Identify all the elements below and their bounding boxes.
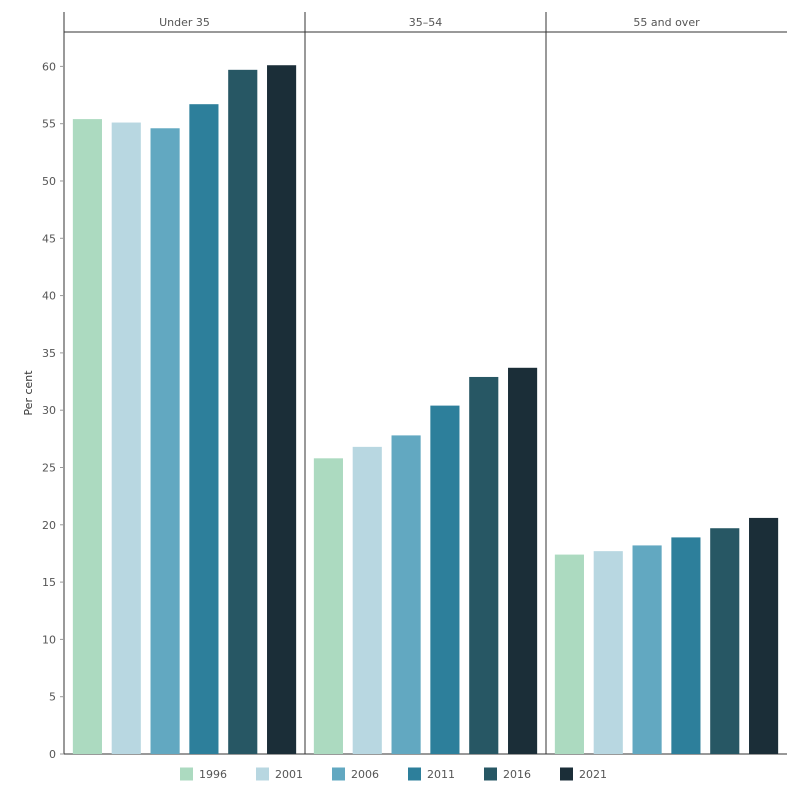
panel-headers: Under 35 35–54 55 and over	[159, 16, 700, 29]
y-tick-label-0: 0	[49, 748, 56, 761]
y-tick-label-15: 15	[42, 576, 56, 589]
legend-item-2006: 2006	[332, 767, 379, 781]
y-tick-label-55: 55	[42, 118, 56, 131]
bar-under-35-2016[interactable]: Under 35 2016: 59.7	[228, 69, 258, 754]
bar-55-and-over-2006[interactable]: 55 and over 2006: 18.2	[632, 545, 662, 754]
y-tick-label-25: 25	[42, 461, 56, 474]
bar-under-35-2021[interactable]: Under 35 2021: 60.1	[267, 65, 297, 755]
bar-35-54-2011[interactable]: 35–54 2011: 30.4	[430, 405, 460, 754]
bar-under-35-2011[interactable]: Under 35 2011: 56.7	[189, 104, 219, 754]
y-axis: 0 5 10 15 20 25 30 35 40 45 50 55 60	[42, 60, 64, 761]
legend-swatch	[484, 767, 497, 781]
bar-55-and-over-2001[interactable]: 55 and over 2001: 17.7	[593, 551, 623, 754]
bar-35-54-2016[interactable]: 35–54 2016: 32.9	[469, 376, 499, 754]
legend-swatch	[256, 767, 269, 781]
bar-35-54-2001[interactable]: 35–54 2001: 26.8	[352, 446, 382, 754]
y-tick-label-35: 35	[42, 347, 56, 360]
legend-label: 2011	[427, 768, 455, 781]
bar-35-54-2006[interactable]: 35–54 2006: 27.8	[391, 435, 421, 754]
legend-label: 1996	[199, 768, 227, 781]
y-tick-label-50: 50	[42, 175, 56, 188]
bar-under-35-1996[interactable]: Under 35 1996: 55.4	[72, 119, 102, 755]
panel-label-55-and-over: 55 and over	[633, 16, 700, 29]
legend-label: 2021	[579, 768, 607, 781]
bar-55-and-over-2016[interactable]: 55 and over 2016: 19.7	[710, 528, 740, 754]
legend-item-2001: 2001	[256, 767, 303, 781]
legend-item-2011: 2011	[408, 767, 455, 781]
y-tick-label-20: 20	[42, 519, 56, 532]
legend: 1996 2001 2006 2011 2016 2021	[180, 767, 607, 781]
y-axis-title: Per cent	[22, 370, 35, 416]
bar-55-and-over-1996[interactable]: 55 and over 1996: 17.4	[554, 554, 584, 754]
y-tick-label-10: 10	[42, 633, 56, 646]
y-tick-label-45: 45	[42, 232, 56, 245]
panel-label-under-35: Under 35	[159, 16, 210, 29]
y-tick-label-60: 60	[42, 60, 56, 73]
bar-35-54-2021[interactable]: 35–54 2021: 33.7	[508, 367, 538, 754]
y-tick-label-5: 5	[49, 691, 56, 704]
legend-swatch	[180, 767, 193, 781]
y-tick-label-30: 30	[42, 404, 56, 417]
y-tick-label-40: 40	[42, 290, 56, 303]
legend-item-1996: 1996	[180, 767, 227, 781]
legend-label: 2006	[351, 768, 379, 781]
legend-swatch	[332, 767, 345, 781]
bars: Under 35 1996: 55.4 Under 35 2001: 55.1 Un…	[72, 65, 779, 755]
legend-item-2021: 2021	[560, 767, 607, 781]
panel-label-35-54: 35–54	[409, 16, 443, 29]
legend-item-2016: 2016	[484, 767, 531, 781]
legend-label: 2016	[503, 768, 531, 781]
legend-swatch	[408, 767, 421, 781]
bar-under-35-2006[interactable]: Under 35 2006: 54.6	[150, 128, 180, 754]
bar-under-35-2001[interactable]: Under 35 2001: 55.1	[111, 122, 141, 755]
bar-35-54-1996[interactable]: 35–54 1996: 25.8	[313, 458, 343, 754]
legend-label: 2001	[275, 768, 303, 781]
legend-swatch	[560, 767, 573, 781]
chart-frame	[63, 12, 787, 755]
bar-55-and-over-2021[interactable]: 55 and over 2021: 20.6	[749, 517, 779, 754]
bar-55-and-over-2011[interactable]: 55 and over 2011: 18.9	[671, 537, 701, 754]
